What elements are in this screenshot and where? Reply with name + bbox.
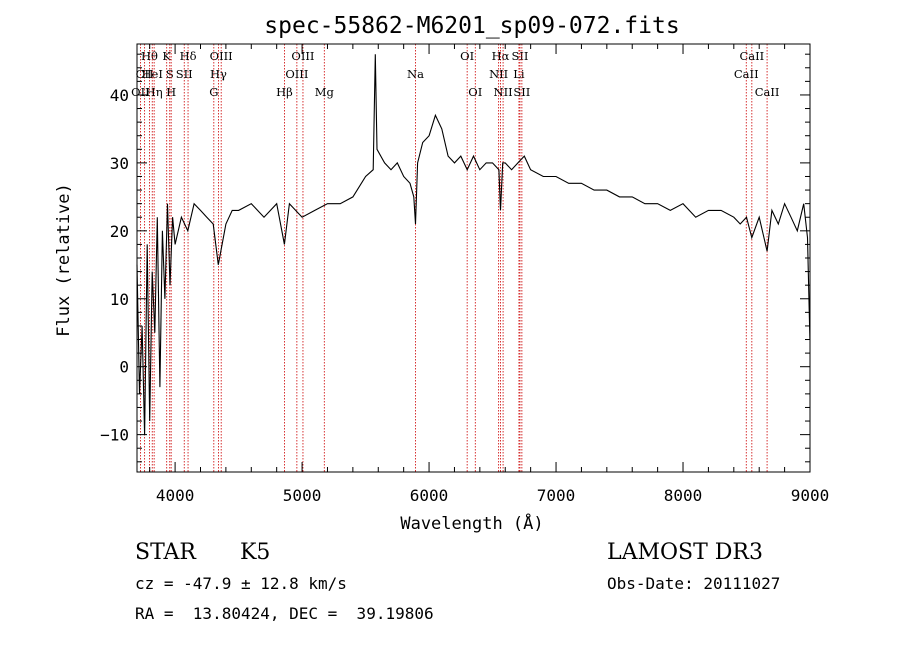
spectral-line-label: SII [176, 67, 193, 81]
survey-name: LAMOST DR3 [607, 540, 763, 565]
spectral-line-label: OIII [285, 67, 308, 81]
coordinates: RA = 13.80424, DEC = 39.19806 [135, 604, 434, 623]
plot-frame [136, 43, 811, 473]
spectral-line-label: OII [131, 85, 150, 99]
x-tick-label: 4000 [156, 486, 195, 505]
x-tick-label: 6000 [410, 486, 449, 505]
spectral-line-label: Hβ [276, 85, 293, 99]
axes: 4000 5000 6000 7000 8000 9000 −10 0 10 20 30 40 [100, 44, 829, 505]
spectrum-line [136, 54, 811, 435]
x-tick-label: 8000 [664, 486, 703, 505]
spectral-line-label: SII [513, 85, 530, 99]
object-subclass: K5 [240, 540, 271, 565]
spectral-line-label: SII [511, 49, 528, 63]
y-tick-label: 20 [110, 222, 129, 241]
y-tick-label: 10 [110, 290, 129, 309]
y-axis-label: Flux (relative) [54, 183, 74, 337]
spectral-line-label: Hθ [141, 49, 158, 63]
spectral-line-label: Na [407, 67, 424, 81]
spectral-line-label: CaII [739, 49, 764, 63]
x-tick-label: 5000 [283, 486, 322, 505]
spectral-line-label: K [162, 49, 171, 63]
x-tick-label: 9000 [791, 486, 830, 505]
spectral-line-label: Mg [315, 85, 335, 99]
observation-date: Obs-Date: 20111027 [607, 574, 781, 593]
x-axis-label: Wavelength (Å) [400, 512, 543, 534]
y-tick-label: 0 [119, 358, 129, 377]
spectral-line-label: NII [494, 85, 513, 99]
spectral-line-label: Hγ [210, 67, 227, 81]
spectral-line-label: NII [489, 67, 508, 81]
spectral-line-label: OI [460, 49, 474, 63]
y-tick-label: 40 [110, 86, 129, 105]
y-tick-label: −10 [100, 426, 129, 445]
spectrum-series [136, 54, 811, 435]
spectral-line-label: CaII [734, 67, 759, 81]
spectral-line-label: S [166, 67, 174, 81]
spectral-line-label: Hη [146, 85, 163, 99]
object-class: STAR [135, 540, 196, 565]
spectral-line-label: Hδ [180, 49, 197, 63]
spectral-line-label: H [166, 85, 176, 99]
spectral-line-label: CaII [755, 85, 780, 99]
spectral-line-label: Li [513, 67, 525, 81]
redshift-velocity: cz = -47.9 ± 12.8 km/s [135, 574, 347, 593]
spectral-line-label: OIII [210, 49, 233, 63]
spectral-line-label: HeI [142, 67, 163, 81]
chart-title: spec-55862-M6201_sp09-072.fits [264, 13, 679, 39]
spectral-line-label: G [209, 85, 218, 99]
x-tick-label: 7000 [537, 486, 576, 505]
spectral-line-label: OI [468, 85, 482, 99]
spectral-line-label: OIII [291, 49, 314, 63]
spectral-line-label: Hα [492, 49, 510, 63]
y-tick-label: 30 [110, 154, 129, 173]
